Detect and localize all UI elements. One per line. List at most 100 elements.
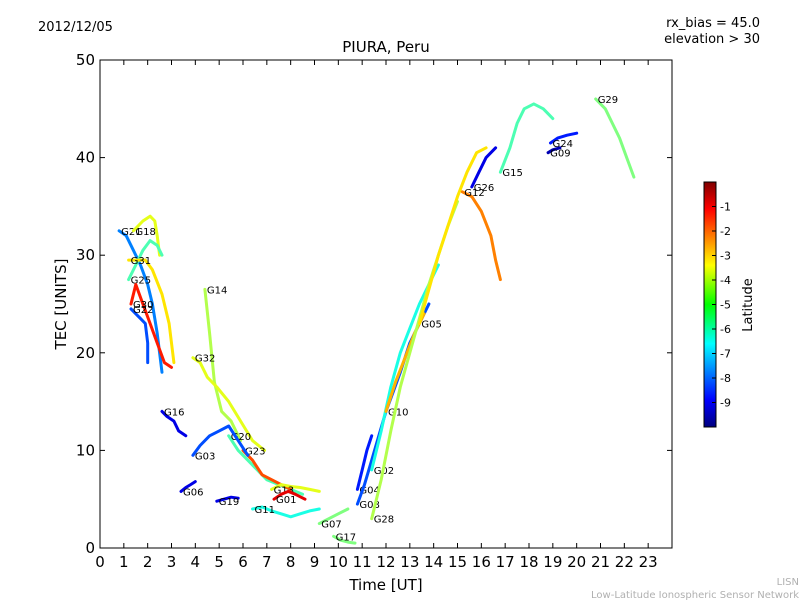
- y-tick-label: 30: [76, 246, 95, 264]
- series-line-g24: [549, 131, 579, 145]
- series-label-g07: G07: [321, 520, 341, 531]
- colorbar-label: Latitude: [741, 278, 756, 332]
- x-tick-label: 17: [496, 553, 515, 571]
- x-tick-label: 4: [191, 553, 201, 571]
- series-line-g16: [160, 409, 188, 438]
- x-tick-label: 7: [262, 553, 272, 571]
- series-label-g15: G15: [502, 168, 522, 179]
- x-tick-label: 14: [424, 553, 443, 571]
- series-label-g32: G32: [195, 354, 215, 365]
- series-label-g08: G08: [359, 500, 379, 511]
- series-line-g11: [251, 505, 321, 519]
- footer-lisn: LISN: [777, 577, 799, 588]
- series-label-g24: G24: [553, 139, 573, 150]
- x-tick-label: 18: [519, 553, 538, 571]
- series-line-g05: [417, 146, 488, 325]
- series-line-g09: [546, 146, 562, 155]
- colorbar-tick-label: -6: [720, 323, 731, 336]
- y-tick-label: 10: [76, 441, 95, 459]
- series-label-g25: G25: [131, 276, 151, 287]
- series-line-g18: [131, 214, 162, 257]
- colorbar-tick-label: -3: [720, 250, 731, 263]
- elevation-label: elevation > 30: [664, 32, 760, 47]
- colorbar-tick-label: -2: [720, 225, 731, 238]
- series-line-g14: [203, 287, 243, 443]
- x-tick-label: 0: [95, 553, 105, 571]
- series-label-g09: G09: [550, 149, 570, 160]
- series-line-g06: [179, 480, 197, 493]
- x-tick-label: 8: [286, 553, 296, 571]
- colorbar-tick-label: -7: [720, 348, 731, 361]
- series-label-g23: G23: [245, 446, 265, 457]
- series-line-g04: [355, 434, 374, 491]
- series-line-g17: [332, 534, 357, 545]
- x-tick-label: 16: [472, 553, 491, 571]
- series-line-g31: [127, 258, 176, 365]
- series-label-g11: G11: [255, 505, 275, 516]
- x-tick-label: 6: [238, 553, 248, 571]
- colorbar-tick-label: -1: [720, 201, 731, 214]
- y-tick-label: 40: [76, 149, 95, 167]
- x-tick-label: 19: [543, 553, 562, 571]
- x-tick-label: 5: [214, 553, 224, 571]
- series-line-g21: [117, 229, 164, 374]
- series-label-g10: G10: [388, 407, 408, 418]
- colorbar-tick-label: -9: [720, 397, 731, 410]
- x-axis-label: Time [UT]: [348, 576, 422, 594]
- colorbar-tick-label: -8: [720, 372, 731, 385]
- series-label-g31: G31: [131, 256, 151, 267]
- series-label-g18: G18: [135, 227, 155, 238]
- series-line-g26: [470, 146, 498, 189]
- x-tick-label: 1: [119, 553, 129, 571]
- series-label-g13: G13: [274, 485, 294, 496]
- series-label-g16: G16: [164, 407, 184, 418]
- x-axis-ticks: 0 1 2 3 4 5 6 7 8 9 10 11 12 13 14 15 16 17 18 19 20 21 22 23: [95, 60, 658, 571]
- y-axis-label: TEC [UNITS]: [52, 259, 70, 351]
- series-line-g19: [215, 495, 240, 503]
- y-tick-label: 50: [76, 51, 95, 69]
- x-tick-label: 2: [143, 553, 153, 571]
- series-label-g26: G26: [474, 183, 494, 194]
- x-tick-label: 13: [400, 553, 419, 571]
- x-tick-label: 12: [376, 553, 395, 571]
- series-label-g05: G05: [421, 320, 441, 331]
- series-label-g06: G06: [183, 487, 203, 498]
- series-line-g30: [129, 283, 173, 369]
- colorbar-tick-label: -4: [720, 274, 731, 287]
- series-label-g21: G21: [121, 227, 141, 238]
- series-label-g29: G29: [598, 95, 618, 106]
- series-label-g14: G14: [207, 285, 227, 296]
- x-tick-label: 22: [615, 553, 634, 571]
- series-label-g22: G22: [133, 305, 153, 316]
- x-tick-label: 23: [639, 553, 658, 571]
- footer-network: Low-Latitude Ionospheric Sensor Network: [591, 590, 799, 600]
- y-tick-label: 20: [76, 344, 95, 362]
- series-label-g17: G17: [336, 532, 356, 543]
- series-line-g15: [498, 102, 555, 174]
- series-line-g07: [317, 507, 350, 526]
- x-tick-label: 15: [448, 553, 467, 571]
- series-label-g12: G12: [464, 188, 484, 199]
- series-line-g32: [191, 356, 266, 452]
- colorbar-ticks: -1 -2 -3 -4 -5 -6 -7 -8 -9: [712, 201, 731, 410]
- date-label: 2012/12/05: [38, 20, 113, 35]
- plot-area: [99, 59, 673, 549]
- series-label-g04: G04: [359, 485, 379, 496]
- series-line-g29: [594, 97, 636, 179]
- series-line-g22: [129, 307, 150, 365]
- series-label-g03: G03: [195, 451, 215, 462]
- series-line-g25: [127, 239, 164, 282]
- series-label-g19: G19: [219, 497, 239, 508]
- colorbar-tick-label: -5: [720, 299, 731, 312]
- x-tick-label: 3: [167, 553, 177, 571]
- series-label-g20: G20: [231, 432, 251, 443]
- series-label-g28: G28: [374, 515, 394, 526]
- x-tick-label: 20: [567, 553, 586, 571]
- series-line-g12: [460, 190, 502, 282]
- series-line-g13: [270, 483, 321, 493]
- series-label-g30: G30: [133, 300, 153, 311]
- y-tick-label: 0: [85, 539, 95, 557]
- series-label-g01: G01: [276, 495, 296, 506]
